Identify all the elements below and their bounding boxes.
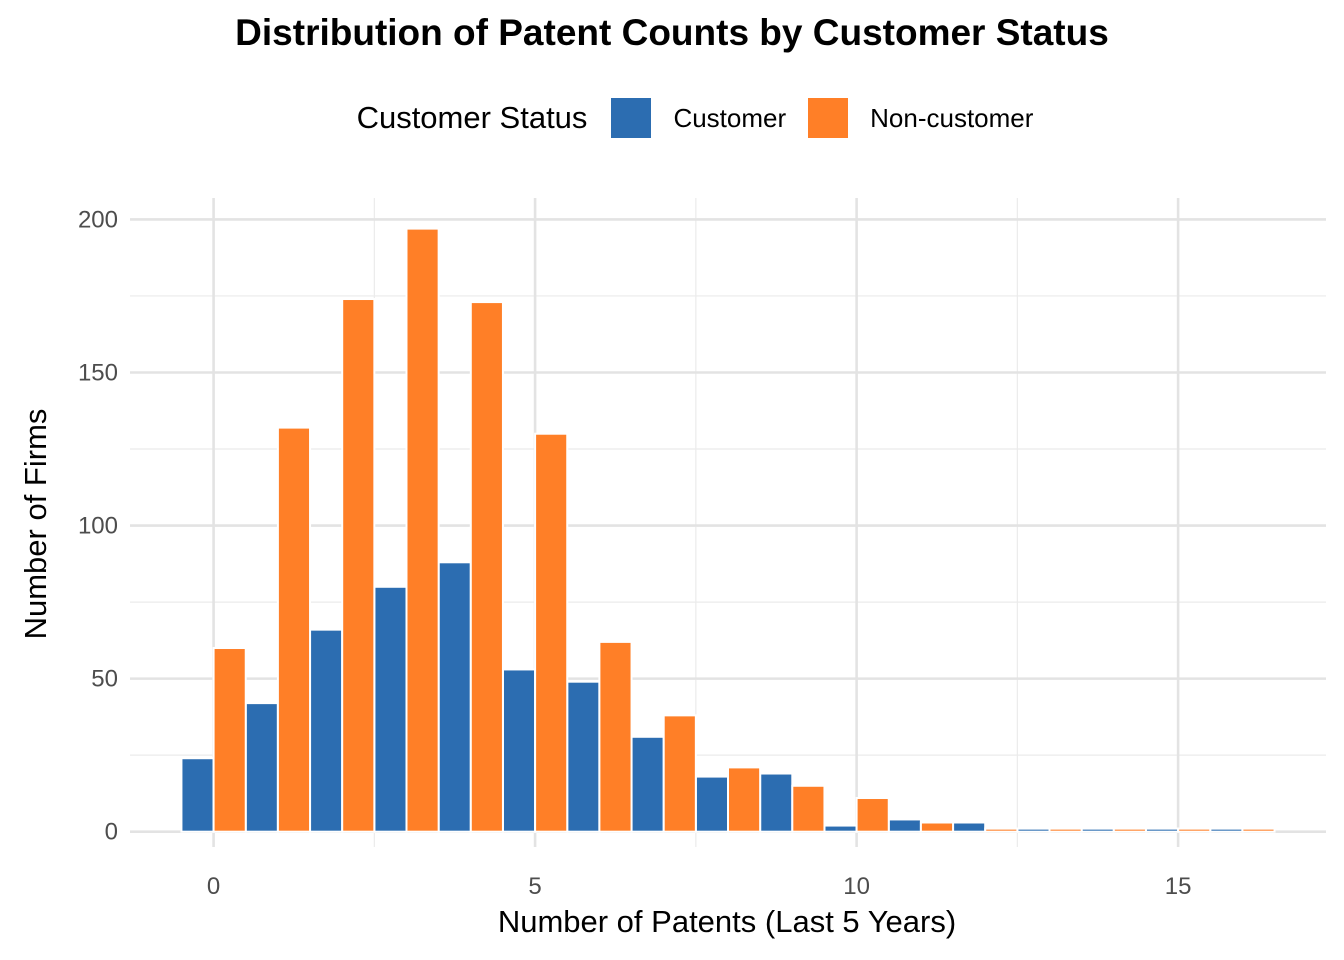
- bar-customer: [437, 561, 472, 833]
- y-tick-label: 100: [78, 513, 118, 540]
- bar-non-customer: [662, 714, 697, 833]
- legend-label-customer: Customer: [673, 102, 787, 133]
- bar-non-customer: [405, 227, 440, 833]
- bar-customer: [373, 585, 408, 833]
- bar-customer: [309, 628, 344, 833]
- bar-customer: [694, 775, 730, 833]
- bar-non-customer: [212, 647, 247, 833]
- bar-customer: [759, 772, 794, 833]
- bar-non-customer: [1241, 827, 1276, 833]
- legend-label-non-customer: Non-customer: [870, 102, 1034, 133]
- x-tick-label: 10: [843, 873, 870, 900]
- bar-customer: [952, 821, 987, 833]
- bar-customer: [501, 668, 537, 833]
- bar-non-customer: [1177, 827, 1212, 833]
- y-tick-label: 0: [105, 819, 118, 846]
- bar-non-customer: [1112, 827, 1147, 833]
- bar-non-customer: [341, 298, 376, 833]
- bar-customer: [1144, 827, 1180, 833]
- bar-non-customer: [855, 797, 890, 833]
- bar-non-customer: [598, 640, 633, 833]
- x-tick-label: 0: [207, 873, 220, 900]
- bar-customer: [566, 680, 601, 833]
- bar-non-customer: [984, 827, 1019, 833]
- bar-customer: [1080, 827, 1115, 833]
- x-tick-label: 5: [528, 873, 541, 900]
- y-tick-label: 50: [91, 666, 118, 693]
- bar-customer: [630, 735, 665, 833]
- bar-non-customer: [727, 766, 762, 833]
- chart-title: Distribution of Patent Counts by Custome…: [235, 12, 1109, 53]
- bar-non-customer: [791, 784, 826, 833]
- y-axis-ticks: 0 50 100 150 200: [78, 206, 118, 845]
- y-tick-label: 200: [78, 206, 118, 233]
- bar-non-customer: [469, 301, 504, 833]
- x-tick-label: 15: [1165, 873, 1192, 900]
- bar-non-customer: [919, 821, 955, 833]
- bar-customer: [1016, 827, 1051, 833]
- bar-non-customer: [276, 426, 312, 833]
- bar-customer: [887, 818, 922, 833]
- y-axis-title: Number of Firms: [18, 409, 53, 640]
- legend-title: Customer Status: [356, 100, 588, 135]
- bar-customer: [823, 824, 858, 833]
- legend: Customer Status Customer Non-customer: [0, 98, 1344, 138]
- x-axis-title: Number of Patents (Last 5 Years): [498, 904, 956, 939]
- legend-swatch-non-customer: [808, 98, 849, 138]
- legend-swatch-customer: [611, 98, 652, 138]
- bar-customer: [244, 702, 279, 833]
- x-axis-ticks: 0 5 10 15: [207, 873, 1192, 900]
- bar-customer: [1209, 827, 1244, 833]
- y-tick-label: 150: [78, 359, 118, 386]
- bar-customer: [180, 757, 215, 833]
- bars: [180, 227, 1276, 833]
- bar-non-customer: [534, 432, 569, 833]
- legend-item-non-customer: Non-customer: [808, 98, 1033, 138]
- legend-item-customer: Customer: [611, 98, 786, 138]
- bar-non-customer: [1048, 827, 1083, 833]
